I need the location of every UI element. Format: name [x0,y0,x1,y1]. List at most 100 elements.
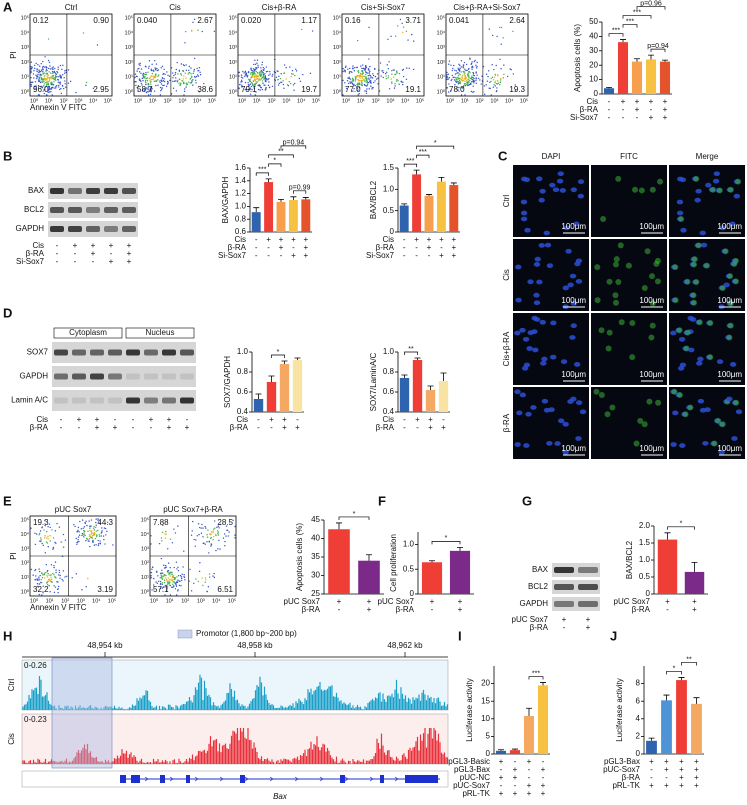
x-tick-label: 10⁴ [89,97,98,104]
flow-event [181,80,183,82]
condition-sign: + [541,789,546,798]
condition-sign: - [110,249,113,258]
flow-event [253,83,256,86]
condition-sign: - [666,605,669,614]
flow-event [64,83,66,85]
flow-event [348,71,351,73]
flow-event [212,539,214,541]
significance-bracket [667,526,695,530]
flow-event [247,82,249,84]
flow-event [41,542,43,545]
nucleus [559,188,567,193]
blot-band [54,349,68,356]
fitc-signal [691,299,698,306]
flow-event [52,546,55,549]
x-tick-label: 10³ [386,98,394,104]
flow-event [311,30,314,32]
blot-band [126,373,140,380]
bar [603,88,615,94]
group-header: Cytoplasm [69,328,107,337]
bar [253,399,264,412]
significance-label: *** [419,149,427,156]
flow-event [356,66,358,69]
scale-label: 100μm [639,296,664,305]
nucleus [538,197,545,203]
flow-event [288,80,291,83]
flow-event [30,568,33,571]
flow-event [283,87,285,90]
flow-event [40,69,43,71]
nucleus [525,411,532,417]
bar [421,562,443,594]
flow-event [196,74,199,76]
flow-event [92,532,94,534]
blot-band [90,397,104,404]
y-axis-label: Apoptosis cells (%) [295,523,304,591]
condition-label: β-RA [228,243,247,252]
y-tick-label: 10 [589,75,598,84]
flow-event [82,530,85,532]
fitc-signal [732,278,739,285]
flow-event [181,577,183,580]
flow-event [180,63,183,65]
flow-event [366,80,368,82]
flow-event [446,71,448,74]
flow-event [174,71,177,74]
fitc-signal [657,178,664,185]
flow-event [465,69,467,72]
nucleus [677,176,684,182]
y-tick-label: 0 [410,589,415,598]
flow-event [457,89,459,91]
flow-event [367,75,369,77]
flow-event [387,75,390,77]
flow-event [367,68,370,70]
flow-event [476,61,478,64]
flow-event [57,81,59,83]
flow-event [468,70,470,73]
flow-event [228,531,230,533]
flow-event [356,86,358,88]
flow-event [86,538,88,540]
flow-event [56,70,58,73]
flow-event [185,82,187,84]
flow-event [60,77,62,79]
flow-event [342,94,344,96]
nucleus [702,440,709,446]
condition-sign: - [132,415,135,424]
flow-event [61,85,64,87]
flow-event [356,87,359,89]
y-tick-label: 10³ [125,45,133,51]
flow-event [292,84,295,86]
flow-event [468,80,471,82]
fitc-signal [671,388,678,395]
flow-event [165,566,168,568]
fitc-signal [707,354,714,361]
fitc-signal [732,257,739,264]
flow-event [454,80,457,82]
fitc-signal [617,242,624,249]
flow-event [173,74,175,77]
flow-event [463,85,465,87]
flow-event [98,534,100,536]
fitc-signal [684,329,691,336]
condition-label: pUC-Sox7 [603,765,640,774]
nucleus [678,336,686,342]
flow-event [62,580,64,582]
flow-event [268,81,270,83]
fitc-signal [693,175,700,182]
flow-event [358,93,360,95]
flow-event [165,577,167,579]
flow-event [463,70,465,73]
flow-event [411,33,413,36]
flow-event [42,592,44,594]
condition-label: Cis [382,235,394,244]
condition-label: β-RA [302,605,321,614]
condition-sign: + [679,757,684,766]
flow-event [487,75,489,78]
condition-sign: + [694,773,699,782]
flow-event [170,578,172,580]
fitc-signal [594,264,601,271]
flow-event [189,72,191,74]
flow-event [57,66,59,68]
nucleus [544,242,552,248]
